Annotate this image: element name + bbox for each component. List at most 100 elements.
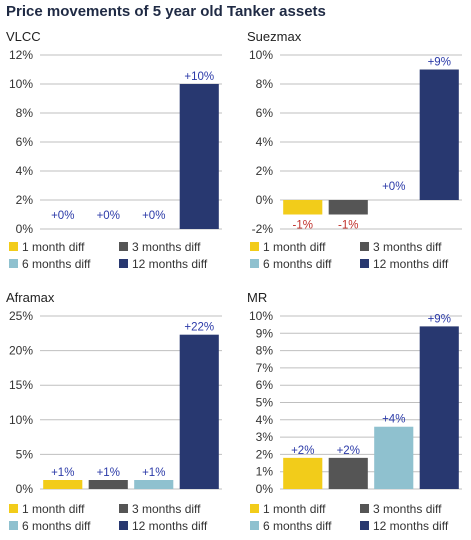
- y-tick-label: 9%: [256, 326, 274, 340]
- legend-label: 12 months diff: [132, 257, 208, 271]
- y-tick-label: 10%: [9, 77, 33, 91]
- chart-title: Aframax: [6, 290, 55, 305]
- data-label: +10%: [184, 71, 214, 83]
- data-label: -1%: [338, 220, 358, 232]
- bar: [88, 480, 128, 489]
- data-label: +2%: [337, 445, 360, 457]
- bar: [179, 84, 219, 229]
- y-tick-label: 0%: [256, 482, 274, 496]
- bar: [283, 200, 323, 215]
- y-tick-label: 15%: [9, 378, 33, 392]
- y-tick-label: 0%: [16, 222, 34, 236]
- y-tick-label: 10%: [249, 309, 273, 323]
- data-label: +1%: [142, 467, 165, 479]
- legend-label: 1 month diff: [22, 502, 85, 516]
- y-tick-label: 10%: [249, 48, 273, 62]
- bar: [43, 480, 83, 489]
- data-label: +1%: [97, 467, 120, 479]
- bar: [134, 480, 174, 489]
- data-label: +1%: [51, 467, 74, 479]
- legend-swatch: [119, 259, 128, 268]
- data-label: +0%: [382, 181, 405, 193]
- data-label: -1%: [293, 220, 313, 232]
- y-tick-label: 6%: [256, 378, 274, 392]
- legend-label: 6 months diff: [263, 257, 332, 271]
- y-tick-label: 8%: [256, 344, 274, 358]
- y-tick-label: 4%: [256, 413, 274, 427]
- bar: [419, 326, 459, 489]
- y-tick-label: 3%: [256, 430, 274, 444]
- y-tick-label: 5%: [16, 447, 34, 461]
- chart-panel-2: Aframax 0% 5% 10% 15% 20% 25% +1% +1% +1% +22% 1 mo…: [6, 290, 222, 533]
- y-tick-label: 25%: [9, 309, 33, 323]
- data-label: +22%: [184, 322, 214, 334]
- legend-swatch: [9, 521, 18, 530]
- chart-title: VLCC: [6, 29, 41, 44]
- data-label: +9%: [428, 57, 451, 69]
- legend-label: 12 months diff: [373, 519, 449, 533]
- legend-swatch: [9, 242, 18, 251]
- legend-swatch: [9, 259, 18, 268]
- legend-label: 1 month diff: [22, 240, 85, 254]
- legend-swatch: [9, 504, 18, 513]
- y-tick-label: 4%: [16, 164, 34, 178]
- legend-label: 6 months diff: [22, 519, 91, 533]
- page-title: Price movements of 5 year old Tanker ass…: [6, 3, 326, 20]
- bar: [419, 69, 459, 200]
- chart-panel-1: Suezmax -2% 0% 2% 4% 6% 8% 10% -1% -1% +0% +9% 1 mon…: [247, 29, 462, 271]
- legend-swatch: [360, 259, 369, 268]
- legend-label: 6 months diff: [22, 257, 91, 271]
- data-label: +0%: [51, 210, 74, 222]
- chart-panel-3: MR 0% 1% 2% 3% 4% 5% 6% 7% 8% 9% 10% +2% +2% +4% +9% 1 m…: [247, 290, 462, 533]
- data-label: +4%: [382, 414, 405, 426]
- legend-label: 12 months diff: [132, 519, 208, 533]
- bar: [283, 457, 323, 489]
- bar: [328, 200, 368, 215]
- y-tick-label: 2%: [256, 164, 274, 178]
- y-tick-label: 5%: [256, 396, 274, 410]
- legend-swatch: [360, 521, 369, 530]
- data-label: +0%: [97, 210, 120, 222]
- y-tick-label: 6%: [256, 106, 274, 120]
- legend-swatch: [250, 504, 259, 513]
- y-tick-label: -2%: [252, 222, 274, 236]
- y-tick-label: 2%: [256, 447, 274, 461]
- legend-swatch: [360, 504, 369, 513]
- legend-label: 6 months diff: [263, 519, 332, 533]
- legend-swatch: [250, 259, 259, 268]
- data-label: +0%: [142, 210, 165, 222]
- legend-swatch: [119, 521, 128, 530]
- legend-label: 1 month diff: [263, 240, 326, 254]
- bar: [179, 334, 219, 489]
- bar: [374, 426, 414, 489]
- y-tick-label: 8%: [256, 77, 274, 91]
- chart-title: MR: [247, 290, 267, 305]
- y-tick-label: 1%: [256, 465, 274, 479]
- y-tick-label: 10%: [9, 413, 33, 427]
- legend-label: 3 months diff: [132, 502, 201, 516]
- legend-label: 3 months diff: [373, 502, 442, 516]
- y-tick-label: 0%: [16, 482, 34, 496]
- chart-panel-0: VLCC 0% 2% 4% 6% 8% 10% 12% +0% +0% +0% +10% 1 month…: [6, 29, 222, 271]
- legend-swatch: [250, 242, 259, 251]
- y-tick-label: 2%: [16, 193, 34, 207]
- bar: [328, 457, 368, 489]
- y-tick-label: 0%: [256, 193, 274, 207]
- y-tick-label: 6%: [16, 135, 34, 149]
- y-tick-label: 12%: [9, 48, 33, 62]
- data-label: +9%: [428, 313, 451, 325]
- legend-swatch: [119, 242, 128, 251]
- y-tick-label: 4%: [256, 135, 274, 149]
- legend-swatch: [119, 504, 128, 513]
- chart-title: Suezmax: [247, 29, 302, 44]
- y-tick-label: 20%: [9, 344, 33, 358]
- legend-label: 12 months diff: [373, 257, 449, 271]
- legend-swatch: [250, 521, 259, 530]
- data-label: +2%: [291, 445, 314, 457]
- legend-swatch: [360, 242, 369, 251]
- legend-label: 3 months diff: [132, 240, 201, 254]
- y-tick-label: 7%: [256, 361, 274, 375]
- legend-label: 3 months diff: [373, 240, 442, 254]
- legend-label: 1 month diff: [263, 502, 326, 516]
